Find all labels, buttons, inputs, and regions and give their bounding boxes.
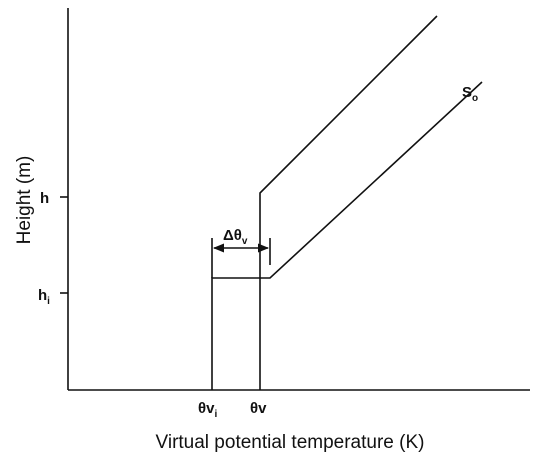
y-tick-label: hi xyxy=(38,287,50,307)
mixed-layer-profile xyxy=(211,81,483,390)
x-tick-label: θv xyxy=(250,400,267,417)
shifted-profile xyxy=(259,15,438,390)
x-tick-label: θvi xyxy=(198,400,217,420)
y-axis-label: Height (m) xyxy=(14,156,35,245)
jump-label: Δθv xyxy=(223,227,248,247)
y-tick-label: h xyxy=(40,190,49,207)
x-axis-label: Virtual potential temperature (K) xyxy=(156,432,425,453)
profile-label: So xyxy=(462,84,478,104)
